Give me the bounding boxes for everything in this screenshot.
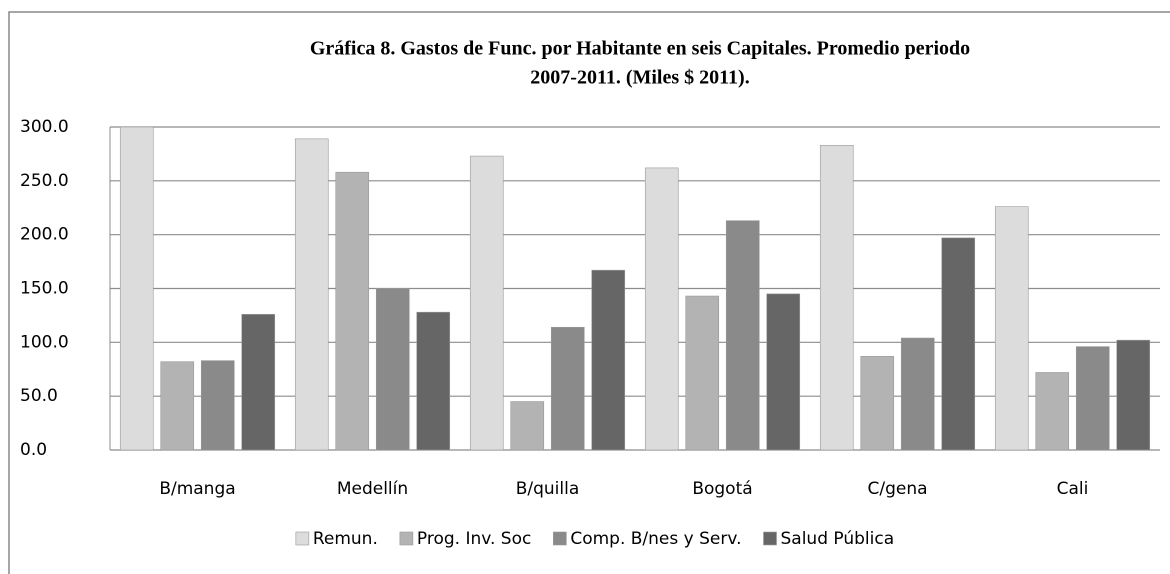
bar	[119, 126, 154, 451]
bar	[469, 155, 504, 451]
bar	[241, 314, 276, 451]
y-tick-label: 0.0	[20, 440, 47, 460]
bar	[900, 337, 935, 451]
legend-label: Remun.	[313, 529, 378, 549]
y-tick-label: 100.0	[20, 332, 69, 352]
y-tick-label: 50.0	[20, 386, 58, 406]
bar	[1116, 339, 1151, 451]
bar	[685, 295, 720, 451]
legend-label: Salud Pública	[781, 529, 895, 549]
x-tick-label: Cali	[1057, 479, 1089, 499]
bar	[335, 171, 370, 451]
bar	[941, 237, 976, 451]
x-tick-label: C/gena	[867, 479, 927, 499]
legend-marker	[553, 531, 567, 546]
x-tick-label: B/manga	[159, 479, 235, 499]
bar	[766, 293, 801, 451]
legend-label: Comp. B/nes y Serv.	[570, 529, 741, 549]
bar	[375, 288, 410, 451]
chart-title: Gráfica 8. Gastos de Func. por Habitante…	[310, 38, 970, 60]
y-tick-label: 300.0	[20, 117, 69, 137]
chart-border	[8, 11, 1170, 574]
bar	[819, 145, 854, 451]
bar	[294, 138, 329, 451]
bar	[725, 220, 760, 451]
legend-label: Prog. Inv. Soc	[417, 529, 531, 549]
chart-title: 2007-2011. (Miles $ 2011).	[530, 67, 749, 89]
bar	[510, 401, 545, 451]
bar	[1035, 372, 1070, 451]
x-tick-label: Medellín	[337, 479, 408, 499]
bar	[550, 326, 585, 451]
bar	[591, 269, 626, 451]
bar	[200, 360, 235, 451]
x-tick-label: Bogotá	[692, 479, 752, 499]
legend-marker	[763, 531, 777, 546]
legend-marker	[399, 531, 414, 546]
bar	[994, 206, 1029, 451]
bar	[860, 356, 895, 451]
y-tick-label: 150.0	[20, 279, 69, 299]
legend-marker	[295, 531, 310, 546]
bar	[1075, 346, 1110, 451]
x-tick-label: B/quilla	[516, 479, 580, 499]
y-tick-label: 250.0	[20, 171, 69, 191]
bar	[160, 361, 195, 451]
bar	[416, 311, 451, 451]
bar	[644, 167, 679, 451]
y-tick-label: 200.0	[20, 225, 69, 245]
